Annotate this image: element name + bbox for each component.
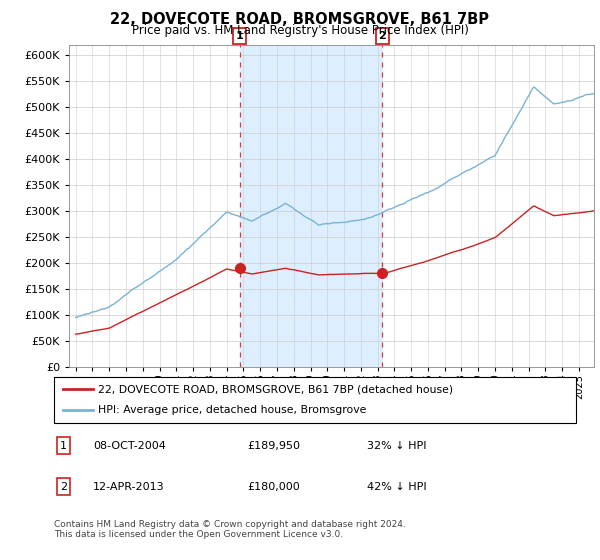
Text: 08-OCT-2004: 08-OCT-2004	[93, 441, 166, 451]
Text: Price paid vs. HM Land Registry's House Price Index (HPI): Price paid vs. HM Land Registry's House …	[131, 24, 469, 36]
Text: 22, DOVECOTE ROAD, BROMSGROVE, B61 7BP: 22, DOVECOTE ROAD, BROMSGROVE, B61 7BP	[110, 12, 490, 27]
Bar	[239, 45, 382, 367]
Text: 32% ↓ HPI: 32% ↓ HPI	[367, 441, 427, 451]
FancyBboxPatch shape	[54, 377, 576, 423]
Text: 2: 2	[379, 31, 386, 41]
Text: 12-APR-2013: 12-APR-2013	[93, 482, 165, 492]
Text: £189,950: £189,950	[247, 441, 300, 451]
Text: HPI: Average price, detached house, Bromsgrove: HPI: Average price, detached house, Brom…	[98, 405, 367, 416]
Text: 1: 1	[236, 31, 244, 41]
Text: 2: 2	[60, 482, 67, 492]
Text: 42% ↓ HPI: 42% ↓ HPI	[367, 482, 427, 492]
Text: 22, DOVECOTE ROAD, BROMSGROVE, B61 7BP (detached house): 22, DOVECOTE ROAD, BROMSGROVE, B61 7BP (…	[98, 384, 454, 394]
Text: £180,000: £180,000	[247, 482, 300, 492]
Text: 1: 1	[60, 441, 67, 451]
Text: Contains HM Land Registry data © Crown copyright and database right 2024.
This d: Contains HM Land Registry data © Crown c…	[54, 520, 406, 539]
